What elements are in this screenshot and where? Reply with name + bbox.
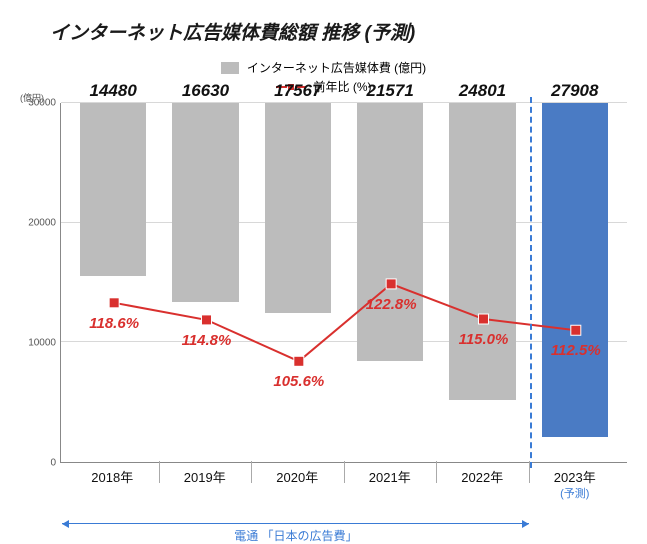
bar-value-label: 21571 <box>367 81 414 101</box>
yoy-label: 122.8% <box>366 296 417 313</box>
span-line <box>62 523 529 524</box>
chart-title: インターネット広告媒体費総額 推移 (予測) <box>50 18 627 45</box>
legend-bar-label: インターネット広告媒体費 (億円) <box>247 59 426 76</box>
chart-area: (億円) 0100002000030000 144801663017567215… <box>20 103 627 463</box>
bar-value-label: 16630 <box>182 81 229 101</box>
chart-container: インターネット広告媒体費総額 推移 (予測) インターネット広告媒体費 (億円)… <box>0 0 647 541</box>
bar-swatch-icon <box>221 62 239 74</box>
y-tick: 20000 <box>28 218 56 229</box>
bar-value-label: 27908 <box>551 81 598 101</box>
x-tick: 2020年 <box>251 467 344 501</box>
y-tick: 30000 <box>28 98 56 109</box>
line-layer <box>61 103 628 463</box>
x-tick: 2018年 <box>66 467 159 501</box>
arrow-left-icon <box>62 520 69 528</box>
x-tick: 2019年 <box>159 467 252 501</box>
x-tick: 2021年 <box>344 467 437 501</box>
yoy-label: 105.6% <box>273 373 324 390</box>
yoy-label: 118.6% <box>89 315 139 332</box>
yoy-label: 115.0% <box>459 331 509 348</box>
legend-bar-row: インターネット広告媒体費 (億円) <box>221 59 426 76</box>
legend-line-label: 前年比 (%) <box>314 78 372 95</box>
plot-area: 144801663017567215712480127908 118.6%114… <box>60 103 627 463</box>
x-axis: 2018年2019年2020年2021年2022年2023年(予測) <box>60 463 627 501</box>
y-tick: 10000 <box>28 338 56 349</box>
arrow-right-icon <box>522 520 529 528</box>
forecast-divider <box>530 97 532 468</box>
yoy-label: 114.8% <box>182 332 232 349</box>
x-tick: 2022年 <box>436 467 529 501</box>
bar-value-label: 17567 <box>274 81 321 101</box>
y-axis: (億円) 0100002000030000 <box>20 103 60 463</box>
x-sublabel: (予測) <box>529 485 622 501</box>
footer-span: 電通 「日本の広告費」 <box>60 523 627 543</box>
footer-label: 電通 「日本の広告費」 <box>234 527 357 544</box>
yoy-label: 112.5% <box>551 342 601 359</box>
x-tick: 2023年(予測) <box>529 467 622 501</box>
bar-value-label: 14480 <box>90 81 137 101</box>
y-tick: 0 <box>50 458 56 469</box>
bar-value-label: 24801 <box>459 81 506 101</box>
